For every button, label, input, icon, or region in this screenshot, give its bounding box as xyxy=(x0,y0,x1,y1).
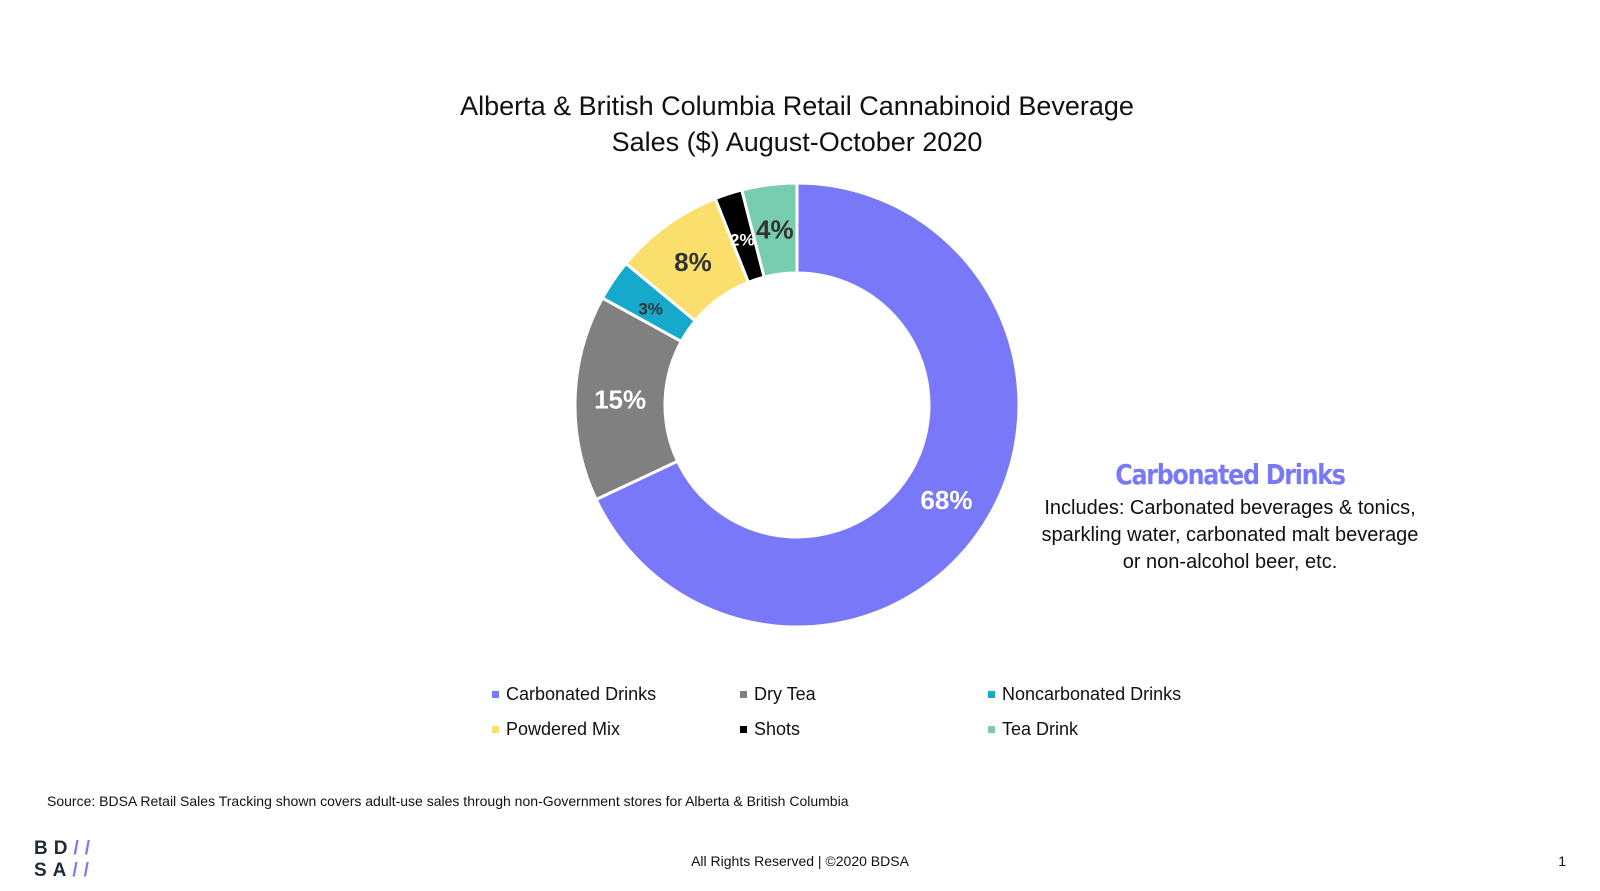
legend-swatch xyxy=(740,691,747,698)
chart-title: Alberta & British Columbia Retail Cannab… xyxy=(0,88,1594,160)
legend-label: Shots xyxy=(754,719,801,739)
slice-carbonated-drinks xyxy=(594,181,1021,629)
legend-item: Noncarbonated Drinks xyxy=(988,684,1236,705)
bdsa-logo: BD//SA// xyxy=(34,838,97,881)
data-label: 15% xyxy=(594,384,646,414)
callout-body: Includes: Carbonated beverages & tonics,… xyxy=(1041,497,1419,573)
slice-tea-drink xyxy=(739,181,799,279)
data-label: 2% xyxy=(730,231,755,250)
title-line-1: Alberta & British Columbia Retail Cannab… xyxy=(460,91,1134,121)
title-line-2: Sales ($) August-October 2020 xyxy=(611,127,983,157)
legend-swatch xyxy=(988,691,995,698)
legend-label: Noncarbonated Drinks xyxy=(1002,684,1182,704)
legend-label: Dry Tea xyxy=(754,684,816,704)
source-note: Source: BDSA Retail Sales Tracking shown… xyxy=(47,793,849,809)
legend-label: Powdered Mix xyxy=(506,719,621,739)
legend-swatch xyxy=(740,726,747,733)
legend-item: Shots xyxy=(740,719,988,740)
legend-swatch xyxy=(492,691,499,698)
legend: Carbonated Drinks Dry Tea Noncarbonated Dr… xyxy=(492,684,1236,740)
callout-heading: Carbonated Drinks xyxy=(1115,458,1346,491)
callout: Carbonated Drinks Includes: Carbonated b… xyxy=(1040,458,1420,576)
legend-swatch xyxy=(492,726,499,733)
legend-label: Tea Drink xyxy=(1002,719,1079,739)
data-label: 68% xyxy=(920,485,972,515)
legend-item: Tea Drink xyxy=(988,719,1236,740)
data-label: 8% xyxy=(674,247,712,277)
legend-item: Powdered Mix xyxy=(492,719,740,740)
footer: All Rights Reserved | ©2020 BDSA xyxy=(691,853,909,869)
page-number: 1 xyxy=(1558,853,1566,869)
legend-label: Carbonated Drinks xyxy=(506,684,657,704)
legend-item: Carbonated Drinks xyxy=(492,684,740,705)
data-label: 4% xyxy=(756,214,794,244)
legend-item: Dry Tea xyxy=(740,684,988,705)
data-label: 3% xyxy=(638,300,663,319)
legend-swatch xyxy=(988,726,995,733)
